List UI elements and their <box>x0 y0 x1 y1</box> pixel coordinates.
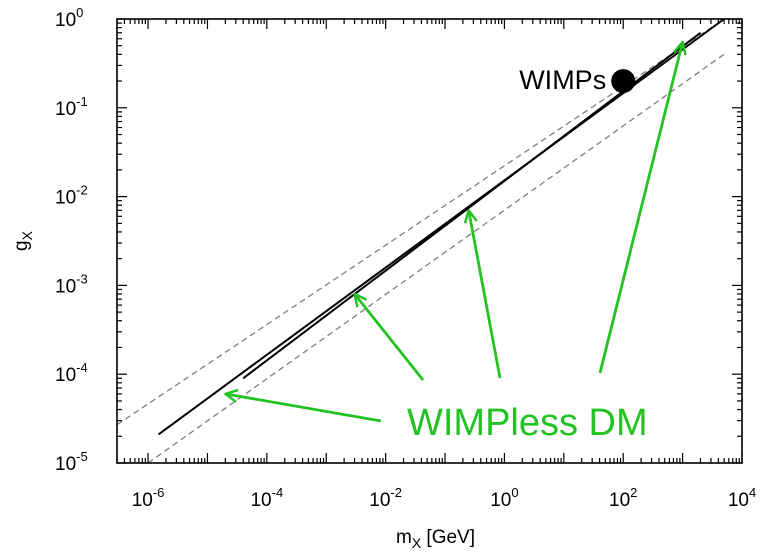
series-line-1 <box>116 18 725 426</box>
y-tick-label: 100 <box>55 5 83 31</box>
y-tick-label: 10-2 <box>55 183 88 209</box>
y-tick-label: 10-1 <box>55 94 88 120</box>
x-tick-label: 100 <box>490 485 518 511</box>
series-line-2 <box>157 18 725 436</box>
y-axis-label: gX <box>11 230 35 251</box>
y-tick-label: 10-4 <box>55 360 88 386</box>
x-axis-label: mX [GeV] <box>396 527 475 551</box>
x-tick-label: 104 <box>728 485 756 511</box>
wimpless-arrow <box>598 42 683 374</box>
wimpless-arrow <box>355 294 425 381</box>
wimpless-arrow <box>469 210 502 379</box>
x-tick-label: 102 <box>609 485 637 511</box>
plot-frame <box>116 18 743 464</box>
annotation-layer: WIMPs WIMPless DM <box>225 42 682 444</box>
series-line-4 <box>147 53 725 464</box>
tick-labels-layer: 10-6 10-4 10-2 100 102 104 10-5 10-4 10-3 10-2 10-… <box>11 5 756 551</box>
x-tick-label: 10-6 <box>132 485 165 511</box>
ticks-layer <box>116 18 743 464</box>
wimps-point <box>611 69 636 94</box>
wimps-label: WIMPs <box>519 65 606 95</box>
x-tick-label: 10-2 <box>369 485 402 511</box>
y-tick-label: 10-5 <box>55 449 88 475</box>
wimpless-arrow <box>225 394 382 423</box>
y-tick-label: 10-3 <box>55 271 88 297</box>
wimpless-label: WIMPless DM <box>407 402 648 444</box>
x-tick-label: 10-4 <box>250 485 283 511</box>
